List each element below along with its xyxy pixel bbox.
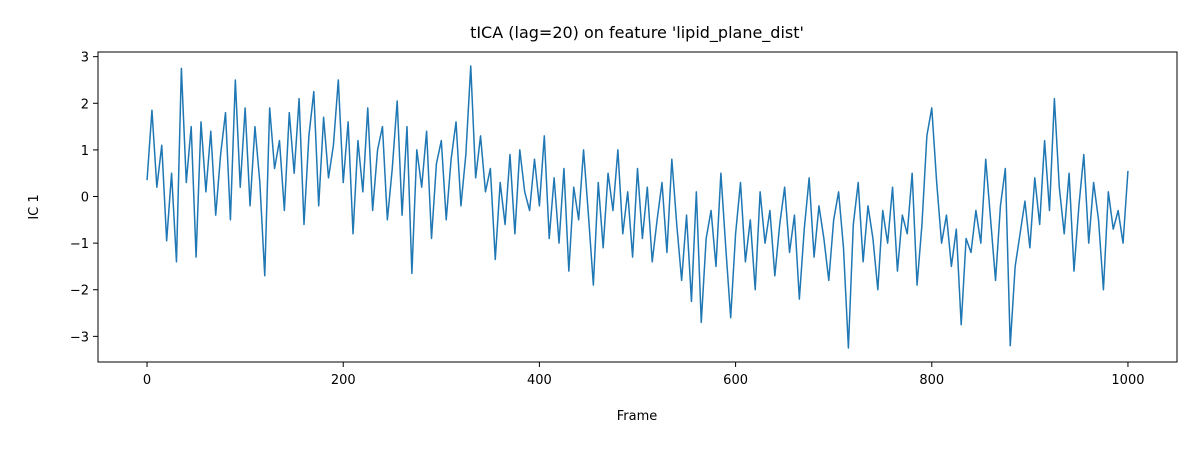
y-axis-label: IC 1: [27, 194, 42, 219]
y-tick-label: −1: [70, 237, 89, 252]
y-tick-label: 0: [81, 191, 89, 206]
y-tick-label: 1: [81, 144, 89, 159]
y-tick-label: 2: [81, 97, 89, 112]
x-tick-label: 800: [919, 373, 944, 388]
plot-frame: [97, 51, 1178, 363]
x-tick-label: 200: [331, 373, 356, 388]
y-tick-label: −3: [70, 330, 89, 345]
chart-title: tICA (lag=20) on feature 'lipid_plane_di…: [470, 23, 804, 43]
data-line: [146, 65, 1129, 349]
y-tick-label: 3: [81, 51, 89, 66]
y-tick-label: −2: [70, 284, 89, 299]
x-axis-label: Frame: [617, 409, 658, 424]
x-tick-label: 400: [527, 373, 552, 388]
x-tick-label: 600: [723, 373, 748, 388]
x-tick-label: 1000: [1111, 373, 1144, 388]
x-tick-label: 0: [143, 373, 151, 388]
